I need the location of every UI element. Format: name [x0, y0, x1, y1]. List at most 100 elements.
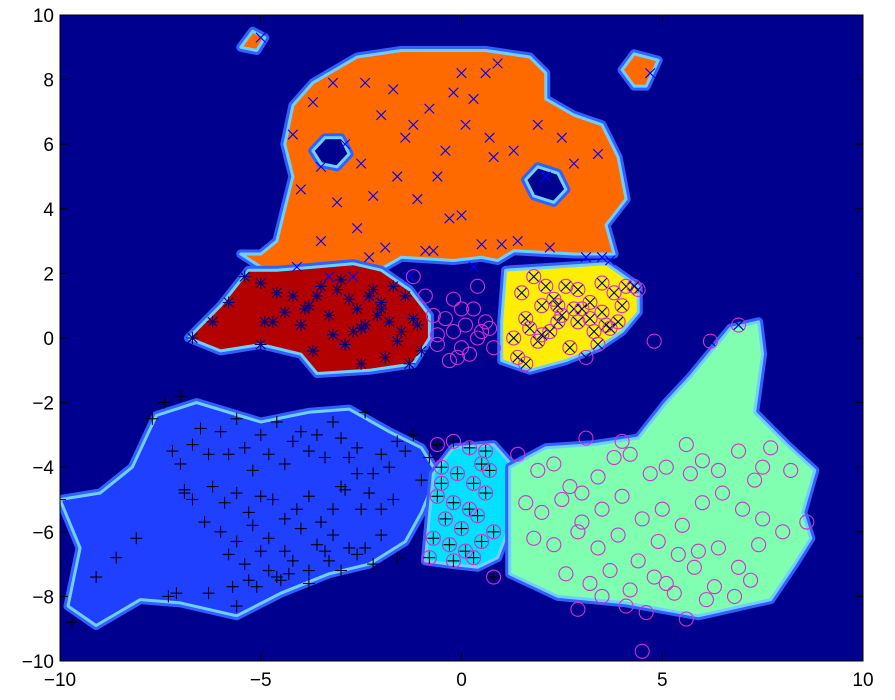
point-+-4-16 — [238, 441, 251, 454]
point-+-4-50 — [302, 490, 315, 503]
point-+-4-73 — [254, 545, 267, 558]
point-o-2-42 — [574, 514, 590, 530]
point-*-1-2 — [222, 296, 235, 309]
point-+-4-5 — [146, 412, 159, 425]
point-o-2-13 — [461, 346, 478, 362]
point-+-4-35 — [391, 435, 404, 448]
y-tick-label: 2 — [43, 264, 54, 285]
point-+-4-49 — [290, 503, 303, 516]
point-circle-x-3-7 — [594, 275, 610, 291]
point-o-2-47 — [674, 517, 690, 533]
point-o-2-53 — [526, 530, 542, 546]
class-regions — [60, 26, 820, 630]
point-o-2-51 — [755, 511, 771, 527]
point-+-4-83 — [282, 567, 295, 580]
point-o-2-35 — [747, 472, 763, 488]
point-+-4-62 — [262, 532, 275, 545]
point-o-2-39 — [518, 495, 534, 511]
point-+-4-45 — [242, 506, 255, 519]
point-+-4-61 — [246, 519, 259, 532]
point-x-0-52 — [645, 67, 656, 79]
point-*-1-32 — [278, 306, 291, 319]
point-o-2-8 — [465, 301, 482, 317]
point-x-0-12 — [480, 67, 491, 79]
point-o-2-14 — [474, 323, 490, 340]
point-o-2-75 — [570, 601, 586, 617]
point-x-0-8 — [424, 103, 435, 114]
point-circle-x-3-20 — [542, 323, 558, 340]
point-x-0-50 — [323, 271, 335, 282]
point-circle-plus-5-1 — [445, 433, 462, 449]
point-o-2-19 — [445, 291, 462, 307]
point-circle-plus-5-23 — [486, 569, 502, 585]
point-x-0-6 — [388, 84, 399, 95]
point-+-4-21 — [278, 457, 291, 470]
point-x-0-36 — [512, 235, 523, 247]
point-x-0-24 — [412, 193, 423, 205]
point-+-4-90 — [162, 590, 175, 603]
point-+-4-71 — [222, 548, 235, 561]
point-circle-plus-5-15 — [486, 524, 502, 540]
point-x-0-2 — [307, 97, 319, 108]
point-x-0-43 — [496, 239, 507, 250]
y-tick-label: 4 — [43, 200, 54, 221]
point-circle-x-3-2 — [538, 278, 554, 294]
point-+-4-4 — [130, 532, 143, 545]
point-o-2-85 — [682, 466, 698, 482]
point-circle-x-3-9 — [618, 278, 634, 294]
point-o-2-71 — [686, 559, 702, 575]
point-+-4-24 — [302, 445, 315, 458]
point-x-0-34 — [444, 213, 455, 224]
point-o-2-20 — [470, 278, 486, 294]
data-markers — [60, 32, 815, 659]
point-o-2-43 — [594, 501, 610, 517]
point-+-4-68 — [359, 541, 372, 554]
point-x-0-9 — [448, 87, 459, 98]
point-*-1-11 — [323, 309, 336, 322]
point-*-1-29 — [379, 351, 392, 364]
point-o-2-15 — [429, 336, 445, 353]
point-*-1-23 — [306, 344, 319, 357]
point-circle-x-3-31 — [646, 333, 662, 349]
point-x-0-7 — [408, 119, 419, 131]
point-x-0-42 — [468, 261, 479, 273]
point-*-1-3 — [238, 270, 251, 283]
point-o-2-17 — [453, 301, 470, 317]
point-+-4-52 — [327, 503, 340, 516]
point-circle-plus-5-24 — [433, 475, 449, 491]
point-circle-plus-5-6 — [465, 475, 482, 491]
point-+-4-56 — [375, 503, 388, 516]
point-o-2-29 — [642, 466, 658, 482]
point-circle-x-3-37 — [610, 314, 626, 330]
point-*-1-41 — [254, 338, 267, 351]
point-o-2-34 — [730, 443, 747, 459]
point-+-4-11 — [194, 422, 207, 435]
point-+-4-23 — [294, 425, 307, 438]
point-x-0-46 — [596, 252, 608, 263]
point-o-2-27 — [606, 449, 622, 466]
point-o-2-69 — [646, 569, 662, 585]
point-o-2-64 — [751, 537, 767, 553]
point-*-1-28 — [371, 309, 384, 322]
point-o-2-74 — [743, 572, 759, 588]
point-o-2-38 — [799, 514, 815, 530]
point-circle-x-3-36 — [550, 298, 566, 314]
point-o-2-12 — [441, 353, 458, 369]
point-*-1-16 — [367, 283, 380, 296]
point-o-2-40 — [534, 504, 550, 520]
y-tick-label: −2 — [32, 394, 54, 415]
point-+-4-14 — [222, 448, 235, 461]
point-o-2-1 — [417, 288, 433, 304]
point-o-2-21 — [510, 446, 526, 462]
point-*-1-40 — [479, 283, 492, 296]
point-circle-x-3-34 — [594, 304, 610, 320]
point-o-2-16 — [449, 349, 466, 365]
point-+-4-82 — [262, 564, 275, 577]
point-*-1-37 — [375, 302, 388, 315]
point-circle-plus-5-0 — [429, 437, 445, 453]
point-x-0-47 — [556, 132, 568, 143]
point-x-0-25 — [432, 171, 443, 182]
point-x-0-28 — [508, 145, 519, 156]
point-+-4-30 — [351, 441, 364, 454]
